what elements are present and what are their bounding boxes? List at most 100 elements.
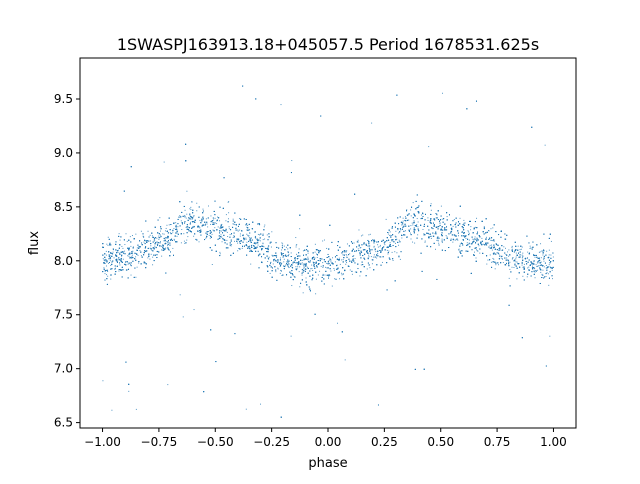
data-point (297, 266, 299, 268)
data-point (255, 243, 257, 245)
data-point (410, 238, 412, 240)
data-point (189, 221, 191, 223)
data-point (264, 224, 266, 226)
data-point (476, 237, 478, 239)
data-point (188, 218, 190, 220)
data-point (387, 233, 389, 235)
data-point (515, 261, 517, 263)
data-point (164, 230, 166, 232)
data-point (369, 233, 371, 235)
data-point (381, 261, 383, 263)
data-point (539, 251, 541, 253)
data-point (540, 257, 542, 259)
data-point (266, 234, 268, 236)
data-point (226, 239, 228, 241)
data-point (366, 268, 368, 270)
data-point (107, 275, 109, 277)
data-point (388, 250, 390, 252)
data-point (346, 243, 348, 245)
data-point (373, 245, 375, 247)
data-point (127, 255, 129, 257)
data-point (410, 228, 412, 230)
data-point (152, 264, 154, 266)
data-point (281, 275, 283, 276)
data-point (314, 257, 316, 259)
data-point (184, 242, 186, 244)
data-point (214, 227, 216, 229)
data-point (233, 223, 235, 225)
data-point (131, 251, 133, 253)
data-point (548, 249, 550, 251)
data-point (377, 244, 379, 246)
data-point (398, 232, 400, 234)
data-point (351, 273, 353, 275)
data-point (326, 262, 328, 264)
data-point (540, 271, 542, 273)
data-point (175, 222, 177, 224)
data-point (298, 271, 300, 273)
data-point (228, 226, 230, 228)
data-point (173, 228, 175, 230)
data-point (376, 257, 378, 259)
data-point (290, 252, 292, 254)
data-point (302, 259, 304, 261)
data-point (344, 359, 346, 361)
data-point (490, 239, 492, 241)
data-point (159, 230, 161, 232)
data-point (537, 262, 539, 264)
data-point (434, 248, 436, 250)
data-point (287, 265, 289, 267)
data-point (515, 256, 517, 258)
data-point (358, 245, 360, 247)
data-point (314, 243, 316, 245)
data-point (493, 258, 495, 260)
data-point (121, 245, 123, 247)
data-point (354, 271, 356, 273)
data-point (541, 274, 543, 276)
data-point (228, 228, 230, 230)
data-point (270, 246, 272, 248)
data-point (474, 251, 476, 253)
data-point (328, 260, 330, 262)
data-point (207, 231, 209, 232)
data-point (153, 239, 155, 241)
data-point (498, 248, 500, 250)
data-point (168, 224, 170, 226)
data-point (156, 241, 158, 243)
data-point (102, 258, 104, 260)
data-point (287, 248, 289, 250)
data-point (401, 237, 403, 239)
data-point (176, 229, 178, 231)
data-point (492, 240, 494, 242)
data-point (137, 254, 139, 256)
data-point (274, 259, 276, 261)
data-point (324, 274, 326, 276)
data-point (445, 235, 447, 237)
data-point (229, 234, 231, 236)
data-point (216, 220, 218, 222)
data-point (303, 263, 305, 265)
data-point (107, 236, 109, 238)
data-point (159, 217, 161, 219)
data-point (493, 253, 495, 255)
data-point (401, 235, 403, 237)
data-point (136, 266, 138, 268)
data-point (121, 254, 123, 256)
data-point (360, 235, 362, 237)
data-point (331, 262, 333, 264)
data-point (443, 228, 445, 230)
data-point (182, 316, 184, 318)
data-point (446, 216, 448, 218)
data-point (275, 261, 277, 263)
data-point (130, 245, 132, 247)
data-point (538, 265, 540, 267)
data-point (110, 258, 112, 260)
data-point (428, 146, 430, 148)
data-point (395, 230, 397, 232)
data-point (343, 251, 345, 253)
data-point (107, 262, 109, 264)
data-point (474, 226, 476, 228)
data-point (217, 216, 219, 218)
data-point (423, 234, 425, 236)
data-point (513, 266, 515, 268)
